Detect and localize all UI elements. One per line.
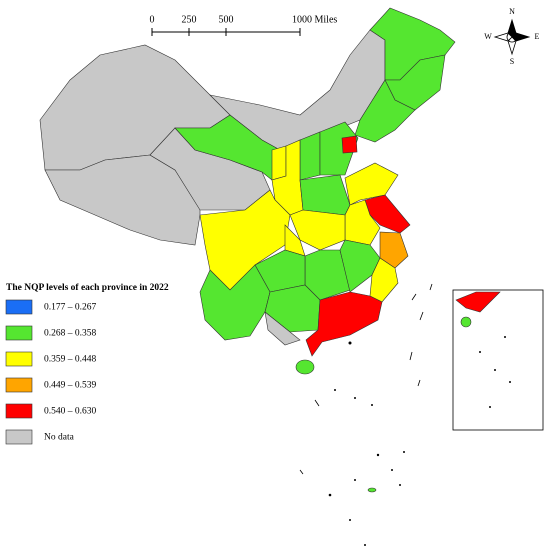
inset-frame — [452, 289, 544, 431]
legend-swatch — [5, 403, 33, 419]
legend-label: 0.268 – 0.358 — [44, 329, 97, 339]
province — [354, 79, 416, 143]
compass-e: E — [535, 32, 540, 41]
compass-w: W — [484, 32, 492, 41]
province — [341, 135, 358, 154]
legend-label: 0.449 – 0.539 — [44, 381, 97, 391]
scale-label: 500 — [219, 14, 234, 25]
legend-label: No data — [44, 433, 75, 443]
province — [460, 316, 472, 328]
province — [305, 291, 383, 357]
legend-label: 0.359 – 0.448 — [44, 355, 97, 365]
province — [295, 359, 315, 375]
legend-swatch — [5, 377, 33, 393]
legend-swatch — [5, 351, 33, 367]
coast-lines — [299, 283, 433, 475]
province — [299, 131, 321, 181]
legend-swatch — [5, 429, 33, 445]
province — [455, 291, 501, 313]
legend-label: 0.177 – 0.267 — [44, 303, 97, 313]
legend: 0.177 – 0.267 0.268 – 0.358 0.359 – 0.448 0… — [5, 299, 97, 445]
province — [264, 311, 301, 346]
legend-swatch — [5, 299, 33, 315]
compass-s: S — [510, 57, 514, 66]
legend-label: 0.540 – 0.630 — [44, 407, 97, 417]
compass-rose — [493, 18, 531, 56]
legend-swatch — [5, 325, 33, 341]
province — [199, 264, 271, 341]
province — [319, 121, 359, 176]
province — [299, 174, 351, 216]
scale-label: 0 — [150, 14, 155, 25]
compass-n: N — [509, 7, 515, 16]
scale-label: 250 — [182, 14, 197, 25]
islands — [328, 336, 511, 546]
province — [379, 231, 409, 269]
province — [271, 145, 287, 181]
legend-title: The NQP levels of each province in 2022 — [6, 283, 169, 293]
scale-bar — [151, 28, 301, 36]
provinces — [39, 7, 501, 493]
province — [367, 487, 377, 493]
scale-label: 1000 Miles — [292, 14, 337, 25]
